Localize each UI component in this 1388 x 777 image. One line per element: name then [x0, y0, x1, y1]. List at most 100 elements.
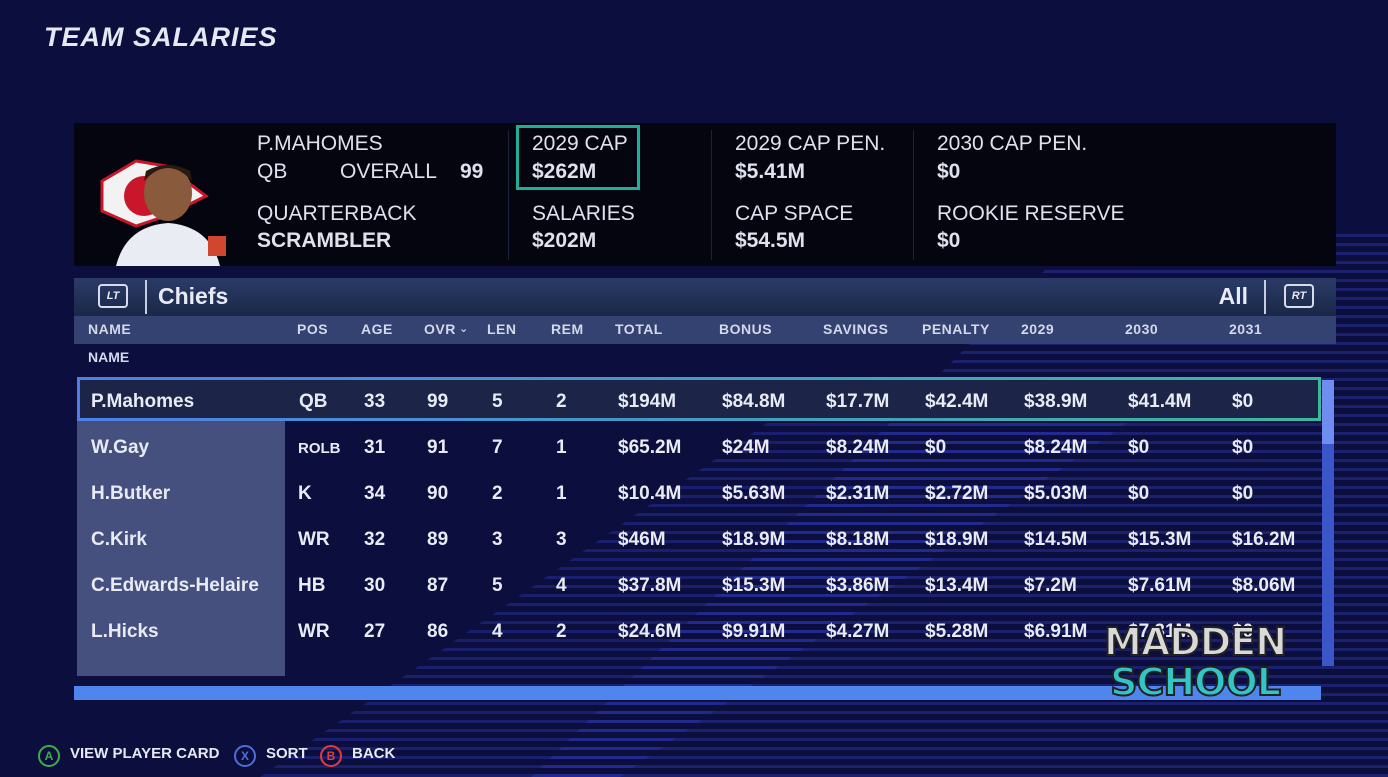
- col-header-bonus[interactable]: BONUS: [719, 321, 773, 337]
- col-header-rem[interactable]: REM: [551, 321, 584, 337]
- row-2030: $7.31M: [1128, 621, 1192, 642]
- row-name: L.Hicks: [91, 621, 159, 642]
- team-name: Chiefs: [158, 283, 229, 309]
- row-bonus: $5.63M: [722, 483, 786, 504]
- player-info-card: [74, 123, 1336, 266]
- row-bonus: $18.9M: [722, 529, 786, 550]
- col-header-savings[interactable]: SAVINGS: [823, 321, 889, 337]
- col-header-len[interactable]: LEN: [487, 321, 517, 337]
- col-header-2031[interactable]: 2031: [1229, 321, 1263, 337]
- table-row[interactable]: W.Gay ROLB 31 91 7 1 $65.2M $24M $8.24M …: [77, 426, 1321, 470]
- row-2031: $8.06M: [1232, 575, 1296, 596]
- table-row[interactable]: C.Kirk WR 32 89 3 3 $46M $18.9M $8.18M $…: [77, 518, 1321, 562]
- row-total: $24.6M: [618, 621, 682, 642]
- row-pos: HB: [298, 575, 326, 596]
- sort-prompt[interactable]: SORT: [266, 745, 308, 762]
- row-2030: $41.4M: [1128, 391, 1192, 412]
- row-2029: $14.5M: [1024, 529, 1088, 550]
- row-ovr: 87: [427, 575, 449, 596]
- a-button-icon[interactable]: A: [38, 745, 60, 767]
- row-savings: $4.27M: [826, 621, 890, 642]
- row-2030: $7.61M: [1128, 575, 1192, 596]
- col-header-total[interactable]: TOTAL: [615, 321, 663, 337]
- rt-button-icon[interactable]: RT: [1284, 284, 1314, 308]
- row-pos: WR: [298, 621, 330, 642]
- table-row[interactable]: P.Mahomes QB 33 99 5 2 $194M $84.8M $17.…: [77, 377, 1321, 421]
- row-age: 27: [364, 621, 386, 642]
- row-2029: $7.2M: [1024, 575, 1077, 596]
- divider: [913, 130, 914, 260]
- overall-label: OVERALL: [340, 160, 437, 183]
- row-2029: $5.03M: [1024, 483, 1088, 504]
- name-column-background: [77, 380, 285, 676]
- row-penalty: $2.72M: [925, 483, 989, 504]
- col-header-name[interactable]: NAME: [88, 321, 132, 337]
- scrollbar-track[interactable]: [1322, 380, 1334, 666]
- col-header-penalty[interactable]: PENALTY: [922, 321, 990, 337]
- row-age: 32: [364, 529, 386, 550]
- player-position: QB: [257, 160, 288, 183]
- row-len: 5: [492, 391, 503, 412]
- row-penalty: $0: [925, 437, 947, 458]
- row-2031: $0: [1232, 391, 1254, 412]
- row-ovr: 91: [427, 437, 449, 458]
- row-total: $194M: [618, 391, 677, 412]
- page-title: TEAM SALARIES: [44, 22, 278, 52]
- row-2031: $0: [1232, 437, 1254, 458]
- row-2030: $15.3M: [1128, 529, 1192, 550]
- row-2029: $38.9M: [1024, 391, 1088, 412]
- col-header-2030[interactable]: 2030: [1125, 321, 1159, 337]
- scrollbar-thumb[interactable]: [1322, 380, 1334, 444]
- row-name: P.Mahomes: [91, 391, 195, 412]
- row-rem: 1: [556, 437, 567, 458]
- col-header-age[interactable]: AGE: [361, 321, 393, 337]
- row-savings: $8.18M: [826, 529, 890, 550]
- cap-space-label: CAP SPACE: [735, 202, 854, 225]
- row-ovr: 90: [427, 483, 449, 504]
- b-button-icon[interactable]: B: [320, 745, 342, 767]
- cap-2029-value: $262M: [532, 160, 597, 183]
- team-header-bar: LT Chiefs All RT: [74, 278, 1336, 316]
- cap-space-value: $54.5M: [735, 229, 806, 252]
- divider: [711, 130, 712, 260]
- table-row[interactable]: L.Hicks WR 27 86 4 2 $24.6M $9.91M $4.27…: [77, 610, 1321, 654]
- madden-school-watermark: MADDEN SCHOOL: [1103, 620, 1288, 703]
- player-portrait: [96, 141, 232, 266]
- row-len: 4: [492, 621, 503, 642]
- divider: [1264, 280, 1266, 314]
- row-len: 5: [492, 575, 503, 596]
- view-player-card-prompt[interactable]: VIEW PLAYER CARD: [70, 745, 220, 762]
- row-age: 34: [364, 483, 386, 504]
- cap-2029-highlight: [516, 125, 640, 190]
- row-2031: $16.2M: [1232, 529, 1296, 550]
- column-header-bar: NAME POS AGE OVR ⌄ LEN REM TOTAL BONUS S…: [74, 316, 1336, 344]
- back-prompt[interactable]: BACK: [352, 745, 396, 762]
- col-header-ovr[interactable]: OVR: [424, 321, 456, 337]
- row-total: $37.8M: [618, 575, 682, 596]
- row-rem: 3: [556, 529, 567, 550]
- watermark-line1: MADDEN: [1103, 620, 1288, 664]
- row-2031: $0: [1232, 483, 1254, 504]
- x-button-icon[interactable]: X: [234, 745, 256, 767]
- row-penalty: $18.9M: [925, 529, 989, 550]
- row-name: C.Edwards-Helaire: [91, 575, 259, 596]
- rookie-reserve-label: ROOKIE RESERVE: [937, 202, 1125, 225]
- cap-pen-2029-label: 2029 CAP PEN.: [735, 132, 886, 155]
- row-2031: $0: [1232, 621, 1254, 642]
- cap-pen-2029-value: $5.41M: [735, 160, 806, 183]
- row-rem: 4: [556, 575, 567, 596]
- row-total: $65.2M: [618, 437, 682, 458]
- row-penalty: $42.4M: [925, 391, 989, 412]
- row-2029: $8.24M: [1024, 437, 1088, 458]
- cap-2029-label: 2029 CAP: [532, 132, 628, 155]
- lt-button-icon[interactable]: LT: [98, 284, 128, 308]
- table-row[interactable]: C.Edwards-Helaire HB 30 87 5 4 $37.8M $1…: [77, 564, 1321, 608]
- row-penalty: $5.28M: [925, 621, 989, 642]
- rookie-reserve-value: $0: [937, 229, 961, 252]
- row-len: 3: [492, 529, 503, 550]
- filter-label[interactable]: All: [1218, 283, 1248, 309]
- table-row[interactable]: H.Butker K 34 90 2 1 $10.4M $5.63M $2.31…: [77, 472, 1321, 516]
- col-header-pos[interactable]: POS: [297, 321, 329, 337]
- col-header-2029[interactable]: 2029: [1021, 321, 1055, 337]
- row-2030: $0: [1128, 437, 1150, 458]
